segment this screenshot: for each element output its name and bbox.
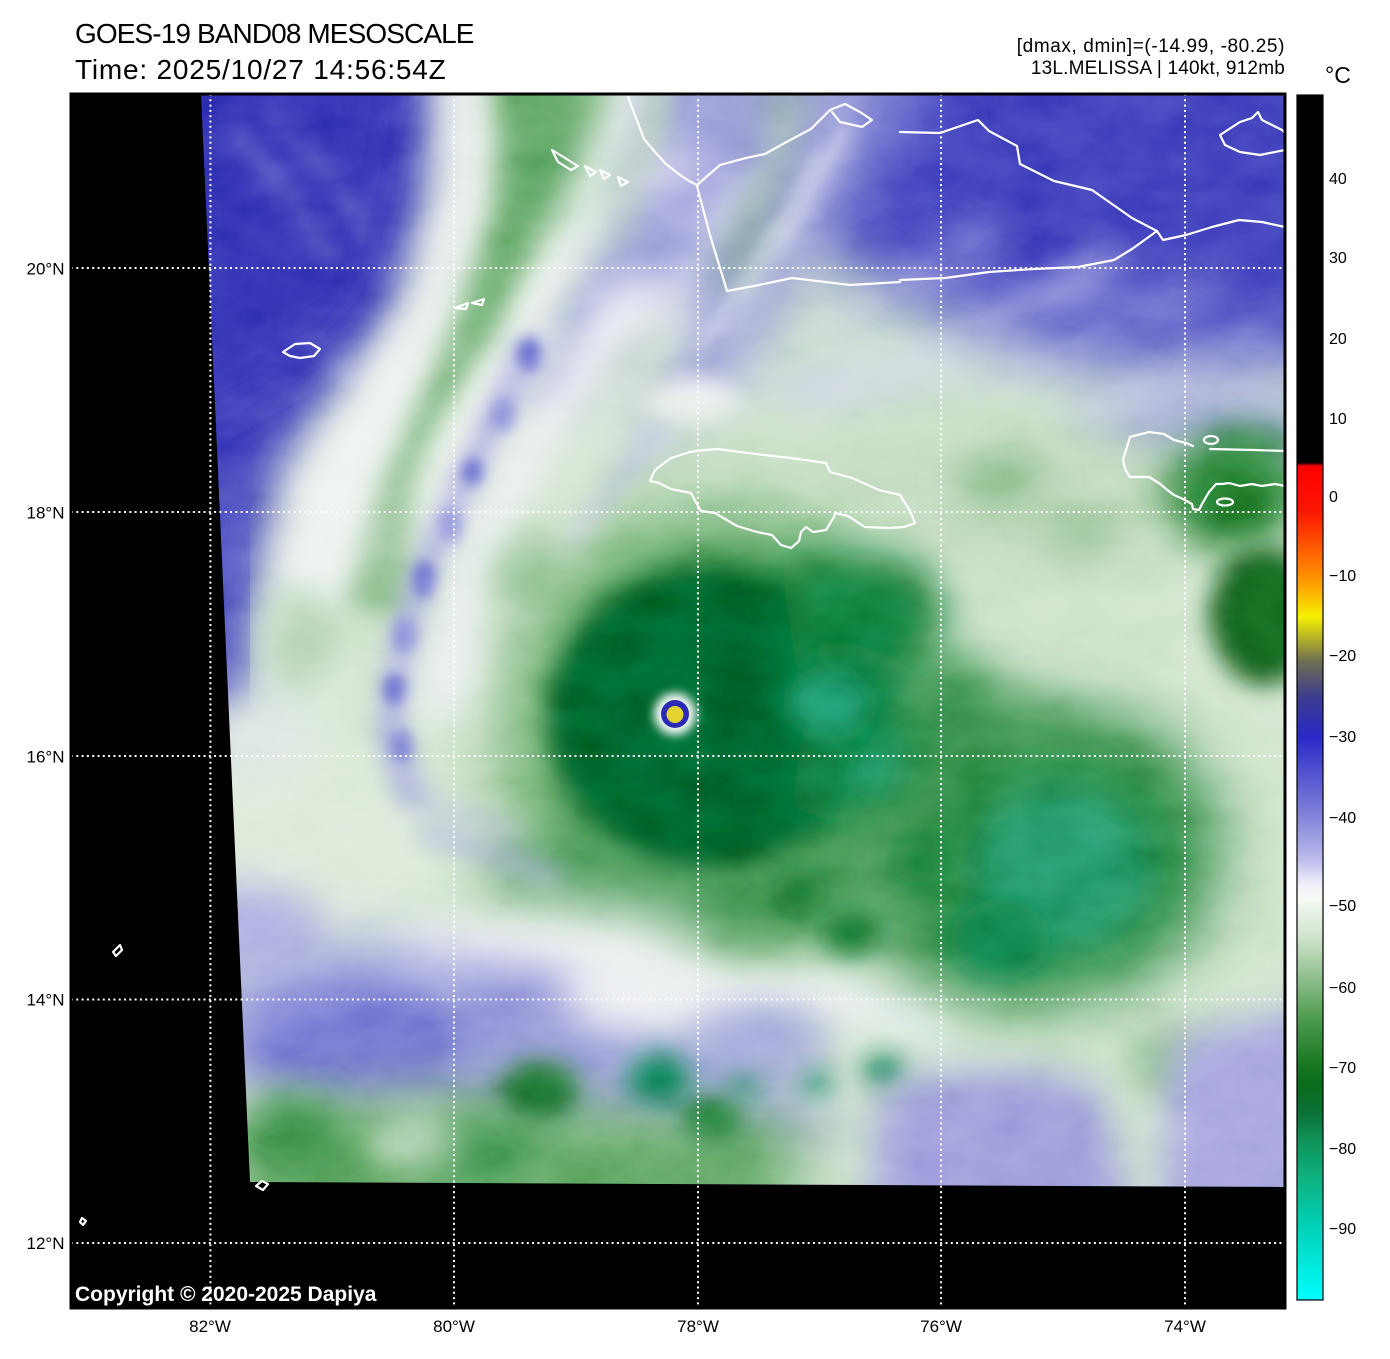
svg-text:0: 0	[1329, 489, 1338, 506]
svg-text:−80: −80	[1329, 1141, 1356, 1158]
svg-text:14°N: 14°N	[27, 991, 65, 1010]
svg-text:76°W: 76°W	[920, 1317, 962, 1336]
svg-text:−70: −70	[1329, 1060, 1356, 1077]
svg-text:16°N: 16°N	[27, 748, 65, 767]
svg-text:20°N: 20°N	[27, 260, 65, 279]
svg-text:74°W: 74°W	[1164, 1317, 1206, 1336]
svg-text:[dmax, dmin]=(-14.99, -80.25): [dmax, dmin]=(-14.99, -80.25)	[1017, 36, 1285, 57]
svg-text:40: 40	[1329, 171, 1347, 188]
svg-text:78°W: 78°W	[677, 1317, 719, 1336]
svg-text:GOES-19 BAND08 MESOSCALE: GOES-19 BAND08 MESOSCALE	[75, 18, 474, 49]
svg-text:82°W: 82°W	[189, 1317, 231, 1336]
svg-text:Copyright © 2020-2025 Dapiya: Copyright © 2020-2025 Dapiya	[75, 1283, 377, 1306]
svg-text:80°W: 80°W	[433, 1317, 475, 1336]
svg-text:−40: −40	[1329, 810, 1356, 827]
svg-text:−30: −30	[1329, 729, 1356, 746]
svg-text:30: 30	[1329, 250, 1347, 267]
svg-text:°C: °C	[1325, 62, 1351, 88]
svg-text:−90: −90	[1329, 1221, 1356, 1238]
svg-text:−50: −50	[1329, 898, 1356, 915]
svg-text:Time: 2025/10/27 14:56:54Z: Time: 2025/10/27 14:56:54Z	[75, 54, 447, 85]
svg-text:−10: −10	[1329, 568, 1356, 585]
svg-text:−60: −60	[1329, 980, 1356, 997]
svg-text:18°N: 18°N	[27, 504, 65, 523]
svg-text:−20: −20	[1329, 648, 1356, 665]
svg-text:20: 20	[1329, 331, 1347, 348]
svg-text:10: 10	[1329, 411, 1347, 428]
svg-text:12°N: 12°N	[27, 1234, 65, 1253]
svg-text:13L.MELISSA | 140kt, 912mb: 13L.MELISSA | 140kt, 912mb	[1031, 58, 1285, 79]
